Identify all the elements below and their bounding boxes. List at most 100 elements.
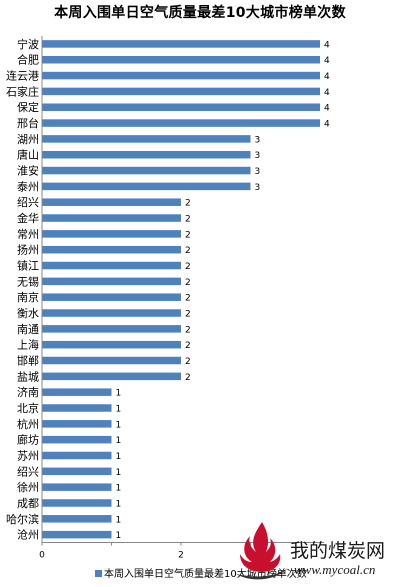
data-label: 4 xyxy=(324,40,330,50)
bar xyxy=(42,499,112,507)
watermark-logo: 我的煤炭网 www.mycoal.cn xyxy=(232,516,400,587)
category-label: 扬州 xyxy=(17,243,39,257)
flame-logo-icon xyxy=(236,522,288,580)
data-label: 2 xyxy=(185,278,191,288)
category-label: 宁波 xyxy=(17,37,39,51)
data-label: 1 xyxy=(116,405,122,415)
category-label: 连云港 xyxy=(6,70,39,83)
category-label: 成都 xyxy=(17,497,39,510)
data-label: 2 xyxy=(185,373,191,383)
bar xyxy=(42,420,112,428)
data-label: 2 xyxy=(185,199,191,209)
data-label: 3 xyxy=(255,135,261,145)
category-label: 绍兴 xyxy=(17,464,39,478)
category-label: 邯郸 xyxy=(17,354,39,368)
data-label: 4 xyxy=(324,120,330,130)
data-label: 4 xyxy=(324,72,330,82)
category-label: 徐州 xyxy=(17,480,39,494)
category-label: 廊坊 xyxy=(17,433,39,447)
data-label: 3 xyxy=(255,167,261,177)
bar xyxy=(42,103,320,111)
bars-group xyxy=(42,40,320,539)
data-label: 1 xyxy=(116,420,122,430)
bar xyxy=(42,483,112,491)
data-label: 2 xyxy=(185,325,191,335)
category-label: 邢台 xyxy=(17,116,39,130)
data-label: 2 xyxy=(185,294,191,304)
legend-swatch xyxy=(95,570,102,577)
watermark-url: www.mycoal.cn xyxy=(294,562,376,577)
bar xyxy=(42,245,181,254)
category-label: 常州 xyxy=(17,228,39,241)
data-label: 3 xyxy=(255,151,261,161)
data-label: 2 xyxy=(185,341,191,351)
data-label: 1 xyxy=(116,499,122,509)
bar xyxy=(42,293,181,301)
category-label: 无锡 xyxy=(17,274,39,288)
category-labels-group: 宁波合肥连云港石家庄保定邢台湖州唐山淮安泰州绍兴金华常州扬州镇江无锡南京衡水南通… xyxy=(6,37,39,542)
data-label: 2 xyxy=(185,230,191,240)
x-tick-label: 0 xyxy=(39,551,45,561)
category-label: 苏州 xyxy=(17,449,39,462)
bar xyxy=(42,182,251,191)
data-label: 2 xyxy=(185,246,191,256)
bar xyxy=(42,71,320,80)
data-label: 1 xyxy=(116,468,122,478)
bar xyxy=(42,515,112,523)
bar xyxy=(42,55,320,64)
data-label: 1 xyxy=(116,452,122,462)
category-label: 哈尔滨 xyxy=(6,512,39,526)
bar xyxy=(42,372,181,381)
category-label: 唐山 xyxy=(17,148,39,162)
bar xyxy=(42,261,181,270)
category-label: 合肥 xyxy=(17,53,39,67)
bar xyxy=(42,435,112,444)
category-label: 济南 xyxy=(17,385,39,399)
bar xyxy=(42,230,181,238)
category-label: 衡水 xyxy=(17,307,39,320)
data-label: 4 xyxy=(324,104,330,114)
bar xyxy=(42,356,181,365)
bar xyxy=(42,40,320,48)
x-tick-label: 2 xyxy=(178,551,184,561)
bar xyxy=(42,404,112,412)
category-label: 泰州 xyxy=(17,179,39,193)
data-label: 4 xyxy=(324,88,330,98)
data-label: 2 xyxy=(185,215,191,225)
bar xyxy=(42,309,181,317)
data-label: 2 xyxy=(185,262,191,272)
bar xyxy=(42,198,181,206)
data-label: 2 xyxy=(185,310,191,320)
chart-title: 本周入围单日空气质量最差10大城市榜单次数 xyxy=(54,5,346,21)
data-label: 1 xyxy=(116,515,122,525)
bar xyxy=(42,135,251,143)
category-label: 北京 xyxy=(17,401,39,415)
bar xyxy=(42,530,112,539)
bar xyxy=(42,467,112,476)
bar xyxy=(42,214,181,222)
category-label: 沧州 xyxy=(17,528,39,542)
category-label: 镇江 xyxy=(17,259,39,273)
category-label: 石家庄 xyxy=(6,84,39,98)
bar xyxy=(42,277,181,286)
category-label: 保定 xyxy=(17,100,39,114)
category-label: 绍兴 xyxy=(17,195,39,209)
category-label: 杭州 xyxy=(17,417,39,431)
data-label: 4 xyxy=(324,56,330,66)
bar xyxy=(42,325,181,333)
category-label: 南通 xyxy=(17,323,39,336)
bar xyxy=(42,87,320,96)
bar xyxy=(42,388,112,396)
bar xyxy=(42,150,251,159)
bar xyxy=(42,166,251,175)
bar xyxy=(42,119,320,127)
data-label: 2 xyxy=(185,357,191,367)
category-label: 南京 xyxy=(17,290,39,304)
data-label: 3 xyxy=(255,183,261,193)
value-labels-group: 4 4 4 4 4 4 3 3 3 3 2 2 2 2 2 2 2 2 2 2 2 2 1 1 1 1 1 1 1 1 1 1 xyxy=(116,40,331,541)
watermark-text: 我的煤炭网 xyxy=(290,540,386,562)
bar xyxy=(42,451,112,460)
data-label: 1 xyxy=(116,436,122,446)
